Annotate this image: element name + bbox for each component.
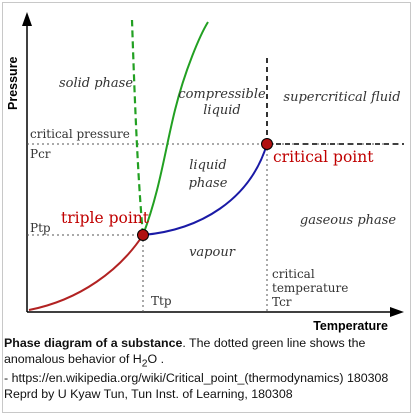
supercritical-fluid-label: supercritical fluid <box>283 90 400 105</box>
compressible-liquid-label-2: liquid <box>203 103 241 118</box>
caption-main: Phase diagram of a substance. The dotted… <box>4 336 409 371</box>
x-axis-label: Temperature <box>313 319 388 333</box>
x-axis-arrowhead <box>390 307 404 317</box>
caption-credit: Reprd by U Kyaw Tun, Tun Inst. of Learni… <box>4 386 293 401</box>
vaporization-curve <box>142 143 268 236</box>
caption: Phase diagram of a substance. The dotted… <box>4 336 409 402</box>
image-frame <box>2 2 411 413</box>
vapour-label: vapour <box>189 245 236 260</box>
critical-temperature-label-1: critical <box>272 267 315 281</box>
caption-title: Phase diagram of a substance <box>4 336 183 350</box>
y-axis-arrowhead <box>22 12 32 26</box>
triple-point-marker <box>137 229 149 241</box>
critical-point-marker <box>261 138 273 150</box>
caption-source: - https://en.wikipedia.org/wiki/Critical… <box>4 371 389 386</box>
t-cr-label: Tcr <box>272 295 292 309</box>
y-axis-label: Pressure <box>6 56 20 110</box>
liquid-phase-label-1: liquid <box>189 158 227 173</box>
t-tp-label: Ttp <box>151 294 172 308</box>
triple-point-label: triple point <box>61 209 150 227</box>
p-cr-label: Pcr <box>30 147 51 161</box>
critical-pressure-label: critical pressure <box>30 127 130 141</box>
sublimation-curve <box>28 234 144 311</box>
caption-subscript: 2 <box>141 357 148 369</box>
critical-point-label: critical point <box>273 148 374 166</box>
solid-phase-label: solid phase <box>59 76 133 91</box>
liquid-phase-label-2: phase <box>189 176 228 191</box>
caption-text-before: . The dotted green line shows the anomal… <box>4 336 366 366</box>
phase-diagram: Pressure Temperature solid phase compres… <box>6 12 404 333</box>
gaseous-phase-label: gaseous phase <box>300 213 397 228</box>
fusion-curve-anomalous-water <box>130 19 145 236</box>
critical-temperature-label-2: temperature <box>272 281 348 295</box>
compressible-liquid-label-1: compressible <box>178 87 266 102</box>
p-tp-label: Ptp <box>30 221 51 235</box>
fusion-curve <box>142 21 209 236</box>
caption-text-after: O . <box>147 351 165 366</box>
